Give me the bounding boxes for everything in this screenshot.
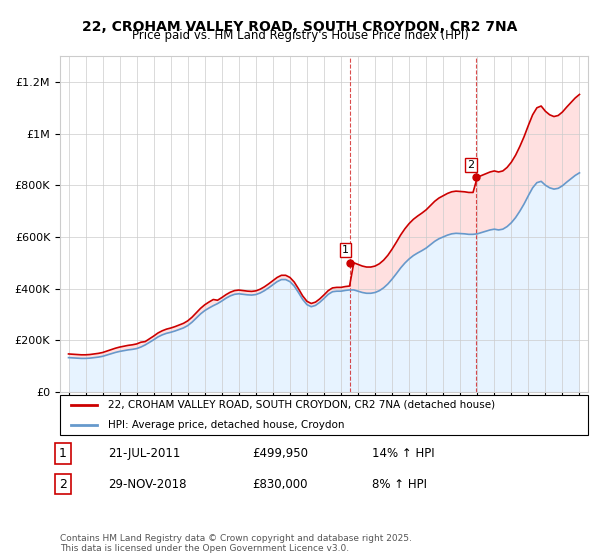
Text: 1: 1 (342, 245, 349, 255)
Text: 22, CROHAM VALLEY ROAD, SOUTH CROYDON, CR2 7NA (detached house): 22, CROHAM VALLEY ROAD, SOUTH CROYDON, C… (107, 400, 494, 410)
Text: 29-NOV-2018: 29-NOV-2018 (108, 478, 187, 491)
Text: 21-JUL-2011: 21-JUL-2011 (108, 447, 181, 460)
Text: £499,950: £499,950 (252, 447, 308, 460)
Text: Price paid vs. HM Land Registry's House Price Index (HPI): Price paid vs. HM Land Registry's House … (131, 29, 469, 42)
Text: 22, CROHAM VALLEY ROAD, SOUTH CROYDON, CR2 7NA: 22, CROHAM VALLEY ROAD, SOUTH CROYDON, C… (82, 20, 518, 34)
Text: 8% ↑ HPI: 8% ↑ HPI (372, 478, 427, 491)
Text: £830,000: £830,000 (252, 478, 308, 491)
Text: 2: 2 (467, 160, 475, 170)
Text: 2: 2 (59, 478, 67, 491)
Text: Contains HM Land Registry data © Crown copyright and database right 2025.
This d: Contains HM Land Registry data © Crown c… (60, 534, 412, 553)
Text: HPI: Average price, detached house, Croydon: HPI: Average price, detached house, Croy… (107, 420, 344, 430)
Text: 1: 1 (59, 447, 67, 460)
FancyBboxPatch shape (60, 395, 588, 435)
Text: 14% ↑ HPI: 14% ↑ HPI (372, 447, 434, 460)
